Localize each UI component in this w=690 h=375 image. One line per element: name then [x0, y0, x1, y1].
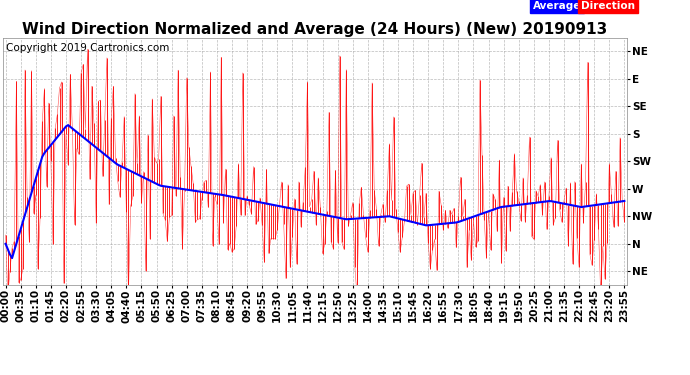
Title: Wind Direction Normalized and Average (24 Hours) (New) 20190913: Wind Direction Normalized and Average (2… [22, 22, 608, 38]
Text: Direction: Direction [581, 1, 635, 10]
Text: Average: Average [533, 1, 581, 10]
Text: Copyright 2019 Cartronics.com: Copyright 2019 Cartronics.com [6, 43, 169, 53]
